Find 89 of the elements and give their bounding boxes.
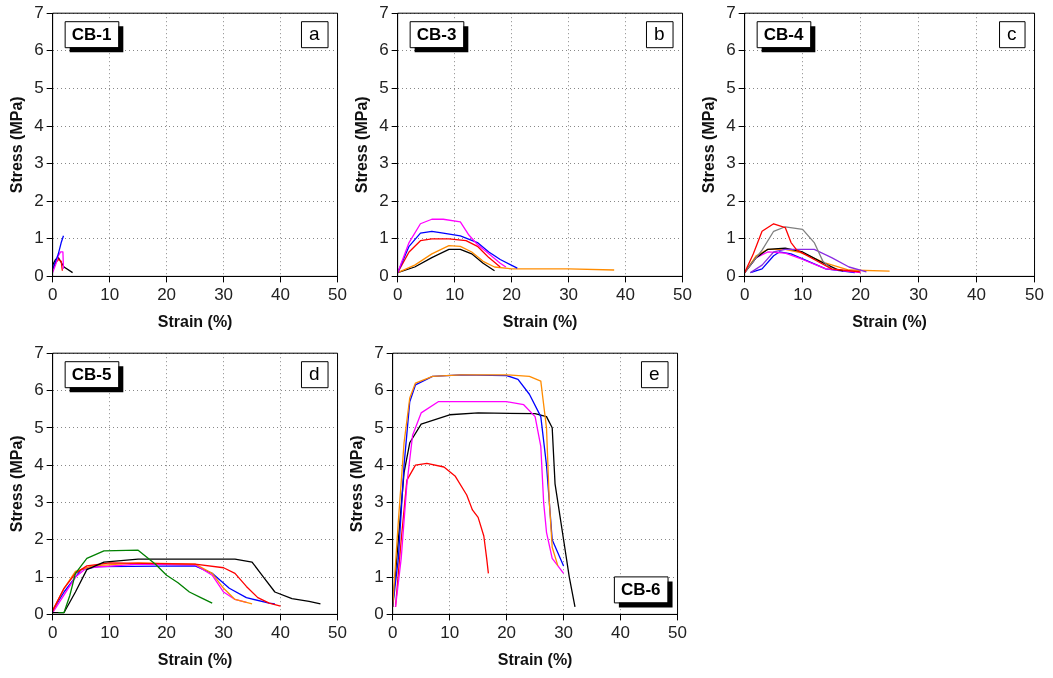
annotation: CB-1 bbox=[71, 24, 112, 44]
y-tick-label: 2 bbox=[34, 529, 44, 549]
y-tick-label: 3 bbox=[379, 153, 389, 173]
y-tick-label: 5 bbox=[34, 78, 44, 98]
y-tick-label: 7 bbox=[726, 2, 736, 22]
x-tick-label: 30 bbox=[909, 285, 929, 305]
annotation: b bbox=[653, 23, 665, 45]
x-tick-label: 30 bbox=[554, 623, 574, 643]
x-tick-label: 20 bbox=[157, 285, 177, 305]
x-tick-label: 20 bbox=[497, 623, 517, 643]
y-tick-label: 0 bbox=[374, 604, 384, 624]
y-axis-title: Stress (MPa) bbox=[353, 96, 371, 194]
annotation: d bbox=[308, 363, 320, 385]
y-tick-label: 5 bbox=[379, 78, 389, 98]
y-tick-label: 5 bbox=[374, 417, 384, 437]
y-tick-label: 2 bbox=[34, 190, 44, 210]
y-tick-label: 3 bbox=[34, 153, 44, 173]
y-tick-label: 0 bbox=[379, 266, 389, 286]
x-tick-label: 50 bbox=[668, 623, 688, 643]
x-axis-title: Strain (%) bbox=[497, 650, 573, 668]
y-axis-title: Stress (MPa) bbox=[8, 96, 26, 194]
y-tick-label: 7 bbox=[379, 2, 389, 22]
y-tick-label: 6 bbox=[379, 40, 389, 60]
x-tick-label: 10 bbox=[100, 285, 120, 305]
x-axis-title: Strain (%) bbox=[852, 312, 927, 330]
x-tick-label: 20 bbox=[157, 623, 177, 643]
y-axis-title: Stress (MPa) bbox=[8, 435, 26, 533]
x-tick-label: 50 bbox=[328, 623, 348, 643]
y-axis-title: Stress (MPa) bbox=[700, 96, 718, 194]
y-tick-label: 7 bbox=[34, 342, 44, 362]
x-tick-label: 0 bbox=[47, 623, 58, 643]
y-tick-label: 1 bbox=[34, 566, 44, 586]
x-tick-label: 0 bbox=[739, 285, 750, 305]
x-tick-label: 50 bbox=[1025, 285, 1045, 305]
y-tick-label: 5 bbox=[34, 417, 44, 437]
y-tick-label: 3 bbox=[34, 492, 44, 512]
annotation: c bbox=[1007, 23, 1017, 45]
x-tick-label: 10 bbox=[100, 623, 120, 643]
y-tick-label: 3 bbox=[726, 153, 736, 173]
annotation: CB-3 bbox=[416, 24, 457, 44]
x-tick-label: 40 bbox=[967, 285, 987, 305]
y-tick-label: 5 bbox=[726, 78, 736, 98]
y-tick-label: 0 bbox=[34, 604, 44, 624]
annotation: CB-6 bbox=[620, 580, 661, 600]
y-tick-label: 1 bbox=[726, 228, 736, 248]
y-tick-label: 2 bbox=[374, 529, 384, 549]
y-tick-label: 4 bbox=[726, 115, 736, 135]
y-tick-label: 1 bbox=[34, 228, 44, 248]
x-tick-label: 30 bbox=[559, 285, 579, 305]
y-tick-label: 4 bbox=[379, 115, 389, 135]
y-tick-label: 4 bbox=[34, 115, 44, 135]
x-tick-label: 40 bbox=[271, 285, 291, 305]
y-tick-label: 1 bbox=[379, 228, 389, 248]
y-tick-label: 6 bbox=[726, 40, 736, 60]
y-tick-label: 1 bbox=[374, 566, 384, 586]
y-tick-label: 6 bbox=[34, 40, 44, 60]
y-tick-label: 6 bbox=[34, 380, 44, 400]
x-tick-label: 40 bbox=[271, 623, 291, 643]
y-tick-label: 2 bbox=[726, 190, 736, 210]
x-tick-label: 30 bbox=[214, 285, 234, 305]
y-tick-label: 3 bbox=[374, 492, 384, 512]
x-axis-title: Strain (%) bbox=[157, 650, 233, 668]
y-tick-label: 4 bbox=[34, 454, 44, 474]
x-tick-label: 0 bbox=[392, 285, 403, 305]
annotation: a bbox=[308, 23, 320, 45]
y-tick-label: 6 bbox=[374, 380, 384, 400]
y-axis-title: Stress (MPa) bbox=[348, 435, 366, 533]
x-tick-label: 20 bbox=[851, 285, 871, 305]
annotation: CB-4 bbox=[763, 24, 804, 44]
x-tick-label: 20 bbox=[502, 285, 522, 305]
annotation: CB-5 bbox=[71, 364, 112, 384]
x-tick-label: 40 bbox=[616, 285, 636, 305]
y-tick-label: 4 bbox=[374, 454, 384, 474]
x-tick-label: 30 bbox=[214, 623, 234, 643]
y-tick-label: 7 bbox=[34, 2, 44, 22]
x-tick-label: 0 bbox=[47, 285, 58, 305]
y-tick-label: 7 bbox=[374, 342, 384, 362]
x-tick-label: 40 bbox=[611, 623, 631, 643]
x-axis-title: Strain (%) bbox=[502, 312, 578, 330]
x-tick-label: 50 bbox=[673, 285, 693, 305]
x-tick-label: 10 bbox=[445, 285, 465, 305]
y-tick-label: 0 bbox=[726, 266, 736, 286]
x-tick-label: 10 bbox=[440, 623, 460, 643]
x-tick-label: 50 bbox=[328, 285, 348, 305]
x-axis-title: Strain (%) bbox=[157, 312, 233, 330]
annotation: e bbox=[648, 363, 660, 385]
y-tick-label: 0 bbox=[34, 266, 44, 286]
y-tick-label: 2 bbox=[379, 190, 389, 210]
x-tick-label: 10 bbox=[793, 285, 813, 305]
